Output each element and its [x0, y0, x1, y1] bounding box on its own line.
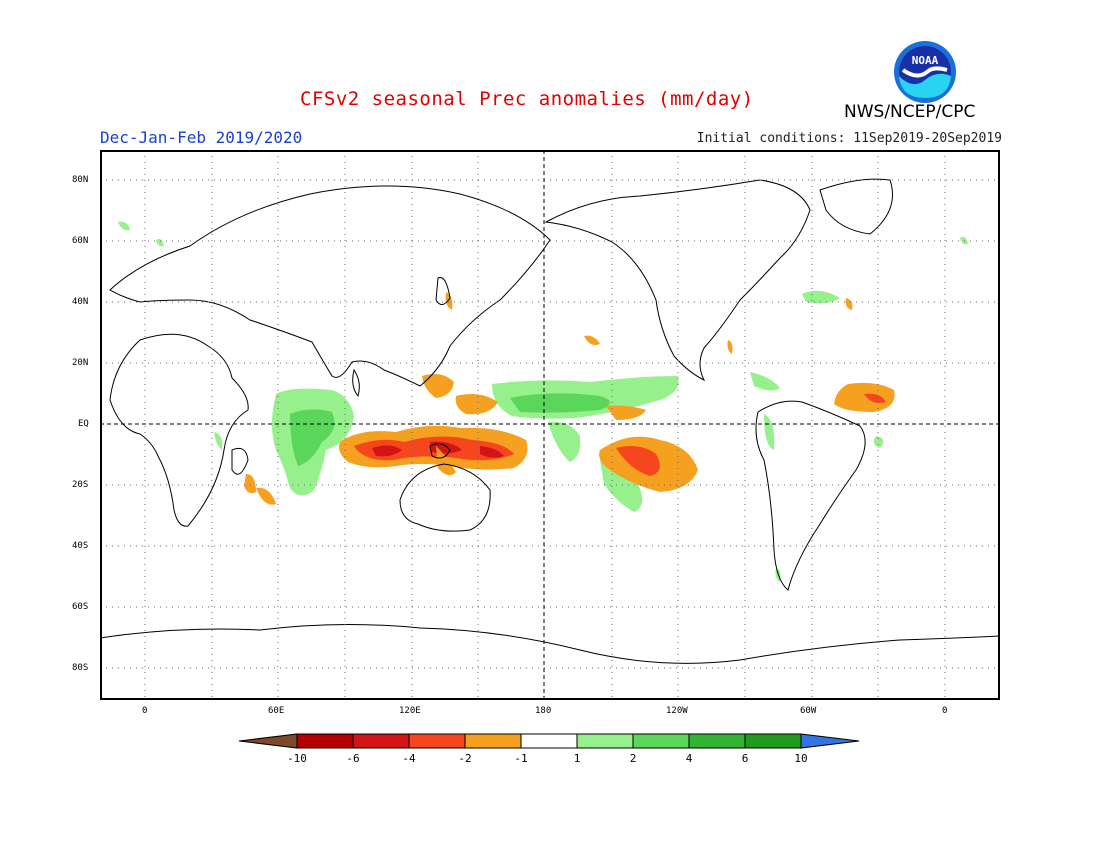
lon-label: 60E — [268, 706, 285, 716]
color-legend: -10 -6 -4 -2 -1 1 2 4 6 10 — [238, 733, 860, 765]
lon-label: 180 — [535, 706, 552, 716]
coastline-antarctica — [99, 623, 1001, 664]
legend-swatch — [296, 733, 354, 749]
legend-swatch — [576, 733, 634, 749]
anomaly-map — [99, 150, 1001, 700]
legend-swatch — [632, 733, 690, 749]
lat-label: 20S — [72, 480, 89, 490]
legend-swatch — [352, 733, 410, 749]
legend-label: -6 — [346, 752, 359, 765]
legend-swatch — [744, 733, 802, 749]
dry-anomaly-south-pacific-core — [616, 446, 660, 476]
coastline-north-america — [544, 179, 811, 382]
lat-label: 60N — [72, 236, 89, 246]
legend-label: 10 — [794, 752, 807, 765]
wet-anomaly-south-pacific — [548, 421, 581, 462]
legend-label: -1 — [514, 752, 527, 765]
coastline-south-america — [755, 400, 866, 591]
legend-swatch — [408, 733, 466, 749]
legend-label: 4 — [686, 752, 693, 765]
wet-anomaly-north-atlantic — [802, 290, 840, 304]
lat-label: 40N — [72, 297, 89, 307]
coastlines — [99, 178, 1001, 664]
legend-lower-arrow — [238, 733, 298, 749]
wet-anomaly-indian-ocean-core — [290, 409, 335, 466]
lat-label: 20N — [72, 358, 89, 368]
map-panel — [99, 150, 1001, 700]
coastline-australia — [399, 463, 491, 532]
lon-label: 60W — [800, 706, 817, 716]
lat-label: EQ — [78, 419, 89, 429]
wet-anomaly-central-pacific-core — [510, 393, 610, 413]
legend-label: -2 — [458, 752, 471, 765]
lat-label: 80N — [72, 175, 89, 185]
agency-label: NWS/NCEP/CPC — [844, 102, 976, 122]
dry-anomaly-tropical-atlantic — [834, 382, 895, 412]
lon-label: 120E — [399, 706, 421, 716]
lat-label: 40S — [72, 541, 89, 551]
lat-label: 80S — [72, 663, 89, 673]
coastline-africa — [109, 333, 249, 527]
lon-label: 0 — [942, 706, 948, 716]
legend-label: -10 — [287, 752, 307, 765]
map-frame — [100, 150, 1000, 700]
lat-label: 60S — [72, 602, 89, 612]
legend-upper-arrow — [800, 733, 860, 749]
lon-label: 120W — [666, 706, 688, 716]
legend-label: 2 — [630, 752, 637, 765]
dry-anomaly-northwest-pacific — [422, 374, 454, 398]
anomaly-fields — [118, 221, 968, 582]
legend-label: 1 — [574, 752, 581, 765]
coastline-eurasia — [109, 185, 551, 387]
graticule — [100, 150, 1000, 700]
season-label: Dec-Jan-Feb 2019/2020 — [100, 128, 303, 147]
lon-label: 0 — [142, 706, 148, 716]
legend-label: 6 — [742, 752, 749, 765]
noaa-logo: NOAA — [894, 41, 956, 103]
legend-swatch — [520, 733, 578, 749]
coastline-greenland — [819, 178, 893, 235]
legend-swatch — [688, 733, 746, 749]
logo-text: NOAA — [912, 54, 939, 67]
legend-label: -4 — [402, 752, 416, 765]
map-title: CFSv2 seasonal Prec anomalies (mm/day) — [300, 88, 754, 110]
initial-conditions-label: Initial conditions: 11Sep2019-20Sep2019 — [696, 131, 1002, 146]
legend-swatch — [464, 733, 522, 749]
